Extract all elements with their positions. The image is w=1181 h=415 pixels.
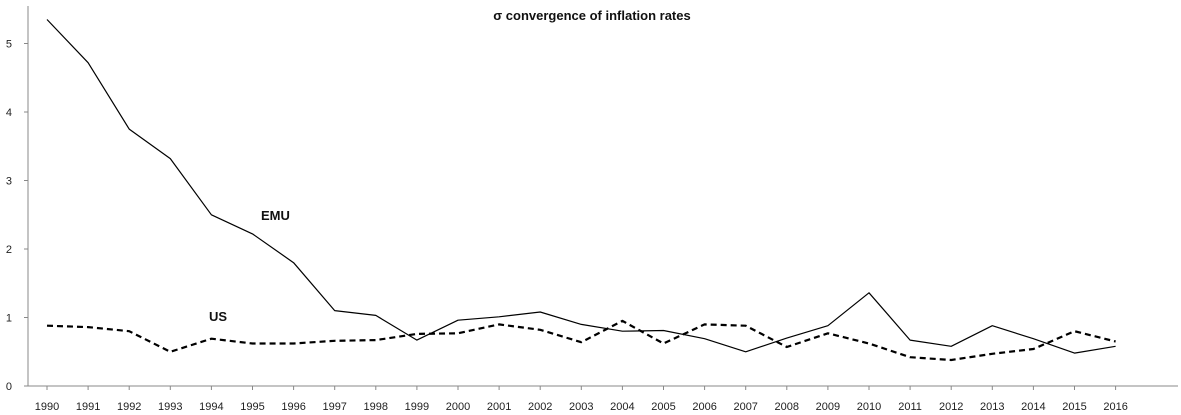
data-point-us bbox=[867, 342, 871, 346]
data-point-emu bbox=[374, 313, 378, 317]
x-tick-label: 2004 bbox=[610, 401, 634, 413]
x-tick-label: 2000 bbox=[446, 401, 470, 413]
series-line-emu bbox=[46, 19, 1116, 354]
x-tick-label: 2006 bbox=[692, 401, 716, 413]
data-point-us bbox=[949, 358, 953, 362]
x-tick-label: 2002 bbox=[528, 401, 552, 413]
data-point-us bbox=[1073, 329, 1077, 333]
series-label-us: US bbox=[209, 309, 227, 324]
data-point-emu bbox=[1073, 351, 1077, 355]
data-point-us bbox=[333, 339, 337, 343]
x-tick-label: 2012 bbox=[939, 401, 963, 413]
chart-title: σ convergence of inflation rates bbox=[493, 8, 690, 23]
series-line-us bbox=[46, 319, 1116, 362]
y-tick-label: 1 bbox=[6, 313, 12, 325]
y-tick-label: 3 bbox=[6, 176, 12, 188]
data-point-emu bbox=[1031, 337, 1035, 341]
x-tick-label: 2015 bbox=[1062, 401, 1086, 413]
x-tick-label: 1993 bbox=[158, 401, 182, 413]
data-point-us bbox=[662, 342, 666, 346]
data-point-us bbox=[497, 322, 501, 326]
series-lines bbox=[45, 18, 1118, 362]
data-point-us bbox=[826, 331, 830, 335]
data-point-emu bbox=[86, 61, 90, 65]
data-point-us bbox=[785, 345, 789, 349]
x-tick-label: 1997 bbox=[322, 401, 346, 413]
x-tick-label: 2009 bbox=[816, 401, 840, 413]
x-tick-label: 2011 bbox=[898, 401, 922, 413]
data-point-emu bbox=[415, 338, 419, 342]
data-point-us bbox=[45, 324, 49, 328]
x-tick-label: 2016 bbox=[1103, 401, 1127, 413]
data-point-emu bbox=[826, 324, 830, 328]
data-point-emu bbox=[990, 324, 994, 328]
x-tick-label: 2014 bbox=[1021, 401, 1045, 413]
data-point-us bbox=[415, 332, 419, 336]
data-point-emu bbox=[1114, 344, 1118, 348]
x-tick-label: 1992 bbox=[117, 401, 141, 413]
data-point-us bbox=[456, 331, 460, 335]
x-tick-label: 2013 bbox=[980, 401, 1004, 413]
x-tick-label: 1994 bbox=[199, 401, 223, 413]
x-tick-label: 2010 bbox=[857, 401, 881, 413]
data-point-us bbox=[703, 322, 707, 326]
data-point-emu bbox=[744, 350, 748, 354]
data-point-emu bbox=[908, 338, 912, 342]
data-point-emu bbox=[45, 18, 49, 22]
data-point-emu bbox=[251, 232, 255, 236]
y-tick-label: 5 bbox=[6, 39, 12, 51]
data-point-us bbox=[292, 342, 296, 346]
x-tick-label: 1995 bbox=[240, 401, 264, 413]
x-tick-label: 2003 bbox=[569, 401, 593, 413]
x-tick-label: 1998 bbox=[364, 401, 388, 413]
data-point-us bbox=[1031, 347, 1035, 351]
x-tick-label: 1991 bbox=[76, 401, 100, 413]
x-tick-label: 1996 bbox=[281, 401, 305, 413]
data-point-us bbox=[251, 342, 255, 346]
data-point-emu bbox=[456, 318, 460, 322]
x-tick-label: 2008 bbox=[775, 401, 799, 413]
y-axis-ticks: 0 1 2 3 4 5 bbox=[6, 39, 28, 393]
data-point-us bbox=[990, 352, 994, 356]
data-point-us bbox=[209, 337, 213, 341]
x-tick-label: 2005 bbox=[651, 401, 675, 413]
data-point-us bbox=[1114, 339, 1118, 343]
data-point-us bbox=[86, 325, 90, 329]
data-point-emu bbox=[620, 329, 624, 333]
data-point-us bbox=[620, 319, 624, 323]
data-point-emu bbox=[538, 310, 542, 314]
x-tick-label: 2007 bbox=[733, 401, 757, 413]
x-tick-label: 1999 bbox=[405, 401, 429, 413]
data-point-emu bbox=[785, 336, 789, 340]
data-point-us bbox=[579, 340, 583, 344]
y-tick-label: 0 bbox=[6, 381, 12, 393]
data-point-emu bbox=[333, 309, 337, 313]
x-tick-label: 1990 bbox=[35, 401, 59, 413]
data-point-emu bbox=[292, 261, 296, 265]
series-label-emu: EMU bbox=[261, 208, 290, 223]
data-point-us bbox=[908, 355, 912, 359]
data-point-emu bbox=[209, 213, 213, 217]
data-point-emu bbox=[867, 291, 871, 295]
data-point-emu bbox=[662, 329, 666, 333]
data-point-emu bbox=[703, 337, 707, 341]
data-point-emu bbox=[579, 322, 583, 326]
x-tick-label: 2001 bbox=[487, 401, 511, 413]
data-point-us bbox=[374, 338, 378, 342]
data-point-us bbox=[168, 350, 172, 354]
data-point-emu bbox=[497, 315, 501, 319]
data-point-us bbox=[744, 324, 748, 328]
x-axis-ticks: 1990 1991 1992 1993 1994 1995 1996 1997 1998 1999… bbox=[35, 386, 1128, 413]
y-tick-label: 4 bbox=[6, 107, 12, 119]
data-point-emu bbox=[949, 344, 953, 348]
y-tick-label: 2 bbox=[6, 244, 12, 256]
data-point-us bbox=[127, 329, 131, 333]
data-point-emu bbox=[168, 157, 172, 161]
data-point-us bbox=[538, 328, 542, 332]
data-point-emu bbox=[127, 127, 131, 131]
